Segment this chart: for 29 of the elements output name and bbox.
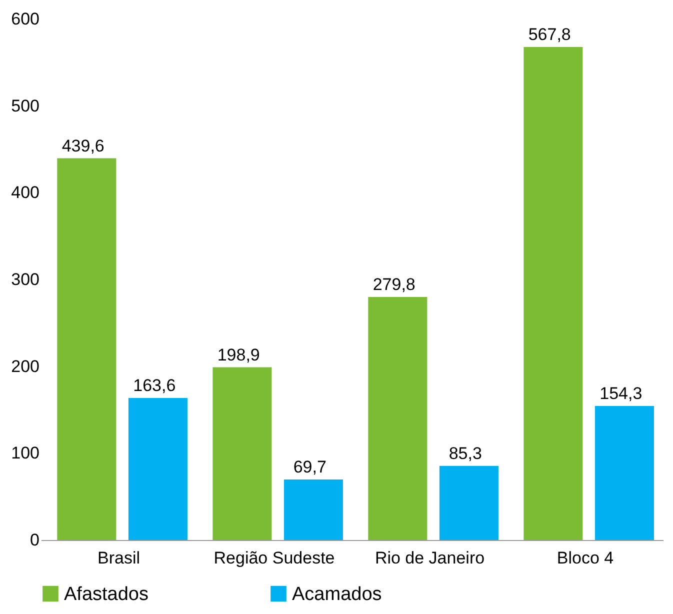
data-label: 439,6 (62, 136, 104, 156)
y-tick-label: 600 (11, 10, 40, 28)
data-label: 69,7 (293, 457, 326, 476)
bar (368, 297, 428, 540)
data-label: 163,6 (133, 376, 176, 395)
bar (284, 479, 343, 540)
x-tick-label: Região Sudeste (214, 548, 335, 568)
y-tick-label: 100 (11, 444, 40, 463)
data-label: 85,3 (448, 444, 482, 463)
y-tick-label: 400 (11, 183, 40, 202)
y-tick-label: 300 (11, 270, 40, 289)
y-tick-label: 200 (11, 356, 40, 376)
bar (212, 367, 272, 540)
legend-label: Acamados (292, 584, 382, 605)
data-label: 279,8 (372, 275, 416, 294)
bar (439, 466, 498, 540)
bar (128, 398, 188, 540)
x-tick-label: Brasil (97, 548, 140, 568)
bar (524, 46, 583, 540)
bar (57, 158, 116, 540)
y-tick-label: 500 (11, 96, 40, 116)
legend-label: Afastados (64, 584, 148, 605)
data-label: 154,3 (600, 384, 642, 404)
x-tick-label: Bloco 4 (556, 548, 614, 568)
bar (594, 406, 654, 540)
x-tick-label: Rio de Janeiro (374, 548, 485, 568)
y-tick-label: 0 (30, 530, 40, 550)
data-label: 198,9 (217, 345, 260, 364)
data-label: 567,8 (528, 24, 571, 44)
